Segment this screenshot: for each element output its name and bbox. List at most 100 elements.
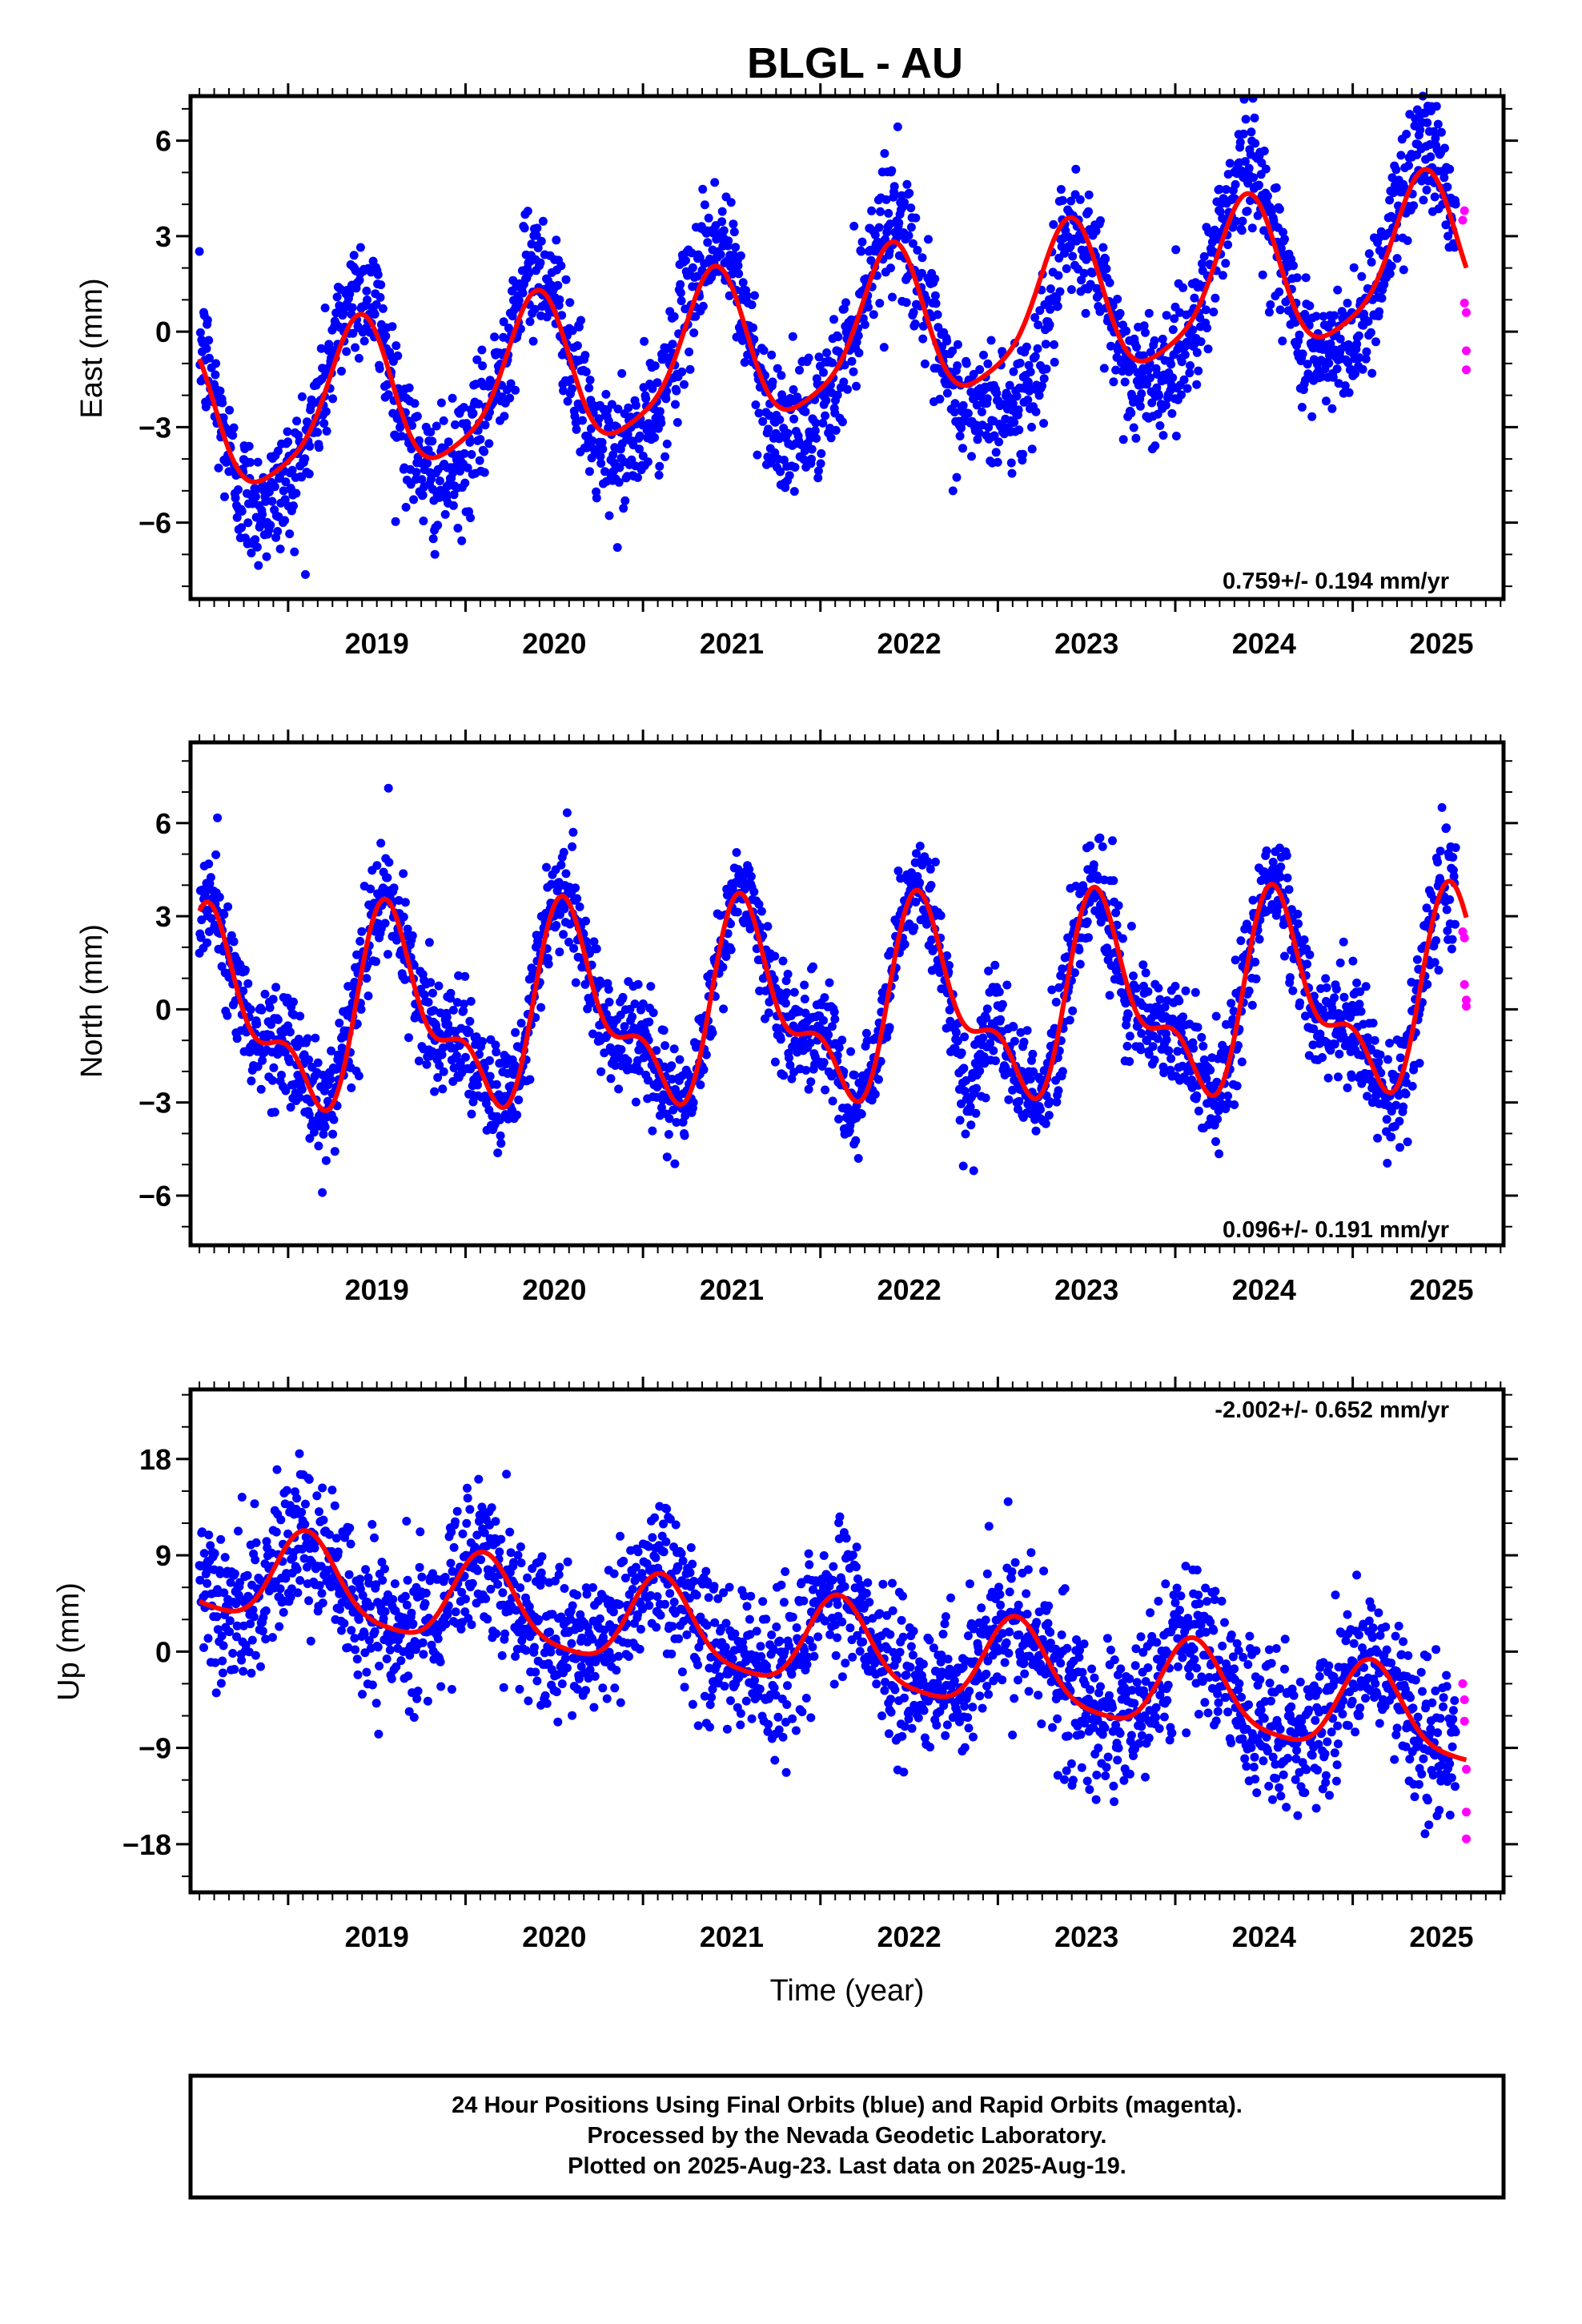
north-final-point <box>1255 935 1264 944</box>
north-final-point <box>958 1161 968 1171</box>
east-final-point <box>1275 305 1285 315</box>
east-final-point <box>1177 390 1186 400</box>
east-final-point <box>1218 271 1227 280</box>
north-final-point <box>1181 986 1191 995</box>
east-final-point <box>1358 364 1367 374</box>
north-final-point <box>1031 1126 1041 1136</box>
east-final-point <box>764 424 773 434</box>
east-final-point <box>430 549 440 559</box>
north-final-point <box>326 1075 335 1084</box>
east-final-point <box>287 465 297 475</box>
north-final-point <box>757 907 766 916</box>
north-final-point <box>885 1023 894 1032</box>
east-final-point <box>1034 320 1043 330</box>
north-final-point <box>1339 937 1348 947</box>
east-final-point <box>952 472 962 482</box>
east-final-point <box>1188 325 1198 335</box>
east-final-point <box>528 336 538 346</box>
north-final-point <box>1370 1035 1379 1045</box>
east-final-point <box>930 274 940 283</box>
east-final-point <box>321 407 331 416</box>
east-final-point <box>215 386 225 396</box>
east-final-point <box>1027 422 1036 432</box>
north-final-point <box>1262 846 1271 855</box>
east-final-point <box>556 261 566 271</box>
east-final-point <box>1155 421 1165 430</box>
east-final-point <box>963 408 973 418</box>
east-final-point <box>942 388 952 398</box>
north-final-point <box>422 1059 432 1069</box>
east-final-point <box>202 344 211 353</box>
east-final-point <box>460 478 470 488</box>
east-final-point <box>1392 254 1402 263</box>
east-final-point <box>1042 364 1051 374</box>
east-final-point <box>459 403 468 412</box>
north-final-point <box>569 943 579 953</box>
east-final-point <box>1258 270 1267 279</box>
east-final-point <box>894 218 904 227</box>
north-final-point <box>975 1066 985 1076</box>
east-final-point <box>673 418 682 427</box>
east-final-point <box>1280 235 1289 243</box>
north-final-point <box>982 1004 992 1014</box>
north-final-point <box>229 937 239 947</box>
east-final-point <box>1168 373 1178 383</box>
north-final-point <box>825 978 834 987</box>
north-final-point <box>785 1053 793 1063</box>
east-final-point <box>1039 374 1049 384</box>
east-final-point <box>733 261 743 271</box>
east-final-point <box>612 543 622 553</box>
east-final-point <box>931 299 941 308</box>
east-final-point <box>304 469 314 479</box>
east-final-point <box>1332 364 1342 374</box>
north-final-point <box>781 999 790 1008</box>
east-final-point <box>876 207 885 216</box>
east-final-point <box>280 516 290 525</box>
east-final-point <box>1034 391 1044 400</box>
east-final-point <box>588 436 597 445</box>
east-final-point <box>1391 165 1401 175</box>
east-final-point <box>412 468 421 477</box>
north-final-point <box>708 1028 717 1038</box>
north-final-point <box>1123 1010 1133 1019</box>
north-final-point <box>320 1122 330 1132</box>
east-final-point <box>449 490 459 500</box>
north-final-point <box>955 1116 965 1125</box>
east-final-point <box>305 441 315 451</box>
east-final-point <box>476 435 485 444</box>
east-final-point <box>676 288 685 298</box>
east-final-point <box>1170 314 1179 324</box>
east-final-point <box>1387 261 1396 271</box>
east-final-point <box>789 414 799 424</box>
east-final-point <box>1162 311 1171 320</box>
east-final-point <box>393 351 403 360</box>
east-final-point <box>881 195 891 204</box>
east-final-point <box>523 207 532 216</box>
east-final-point <box>753 450 762 460</box>
east-final-point <box>1266 300 1275 309</box>
east-final-point <box>990 431 999 440</box>
north-final-point <box>1086 841 1095 850</box>
north-final-point <box>996 1015 1006 1024</box>
east-final-point <box>1030 313 1040 322</box>
north-final-point <box>575 902 584 911</box>
north-final-point <box>414 1056 424 1066</box>
east-final-point <box>1278 336 1287 346</box>
north-final-point <box>1339 992 1349 1002</box>
east-final-point <box>617 368 627 378</box>
north-final-point <box>1387 1132 1396 1142</box>
north-final-point <box>763 922 773 931</box>
east-final-point <box>1077 275 1086 285</box>
east-final-point <box>1289 261 1298 271</box>
east-final-point <box>1263 191 1272 201</box>
east-final-point <box>281 477 291 487</box>
north-final-point <box>568 827 578 837</box>
east-final-point <box>1091 227 1101 235</box>
east-final-point <box>1082 255 1091 264</box>
north-final-point <box>1162 1035 1171 1044</box>
north-final-point <box>1395 1143 1404 1152</box>
north-final-point <box>662 1152 672 1162</box>
east-final-point <box>680 380 689 389</box>
north-final-point <box>800 995 809 1003</box>
north-final-point <box>552 921 561 930</box>
